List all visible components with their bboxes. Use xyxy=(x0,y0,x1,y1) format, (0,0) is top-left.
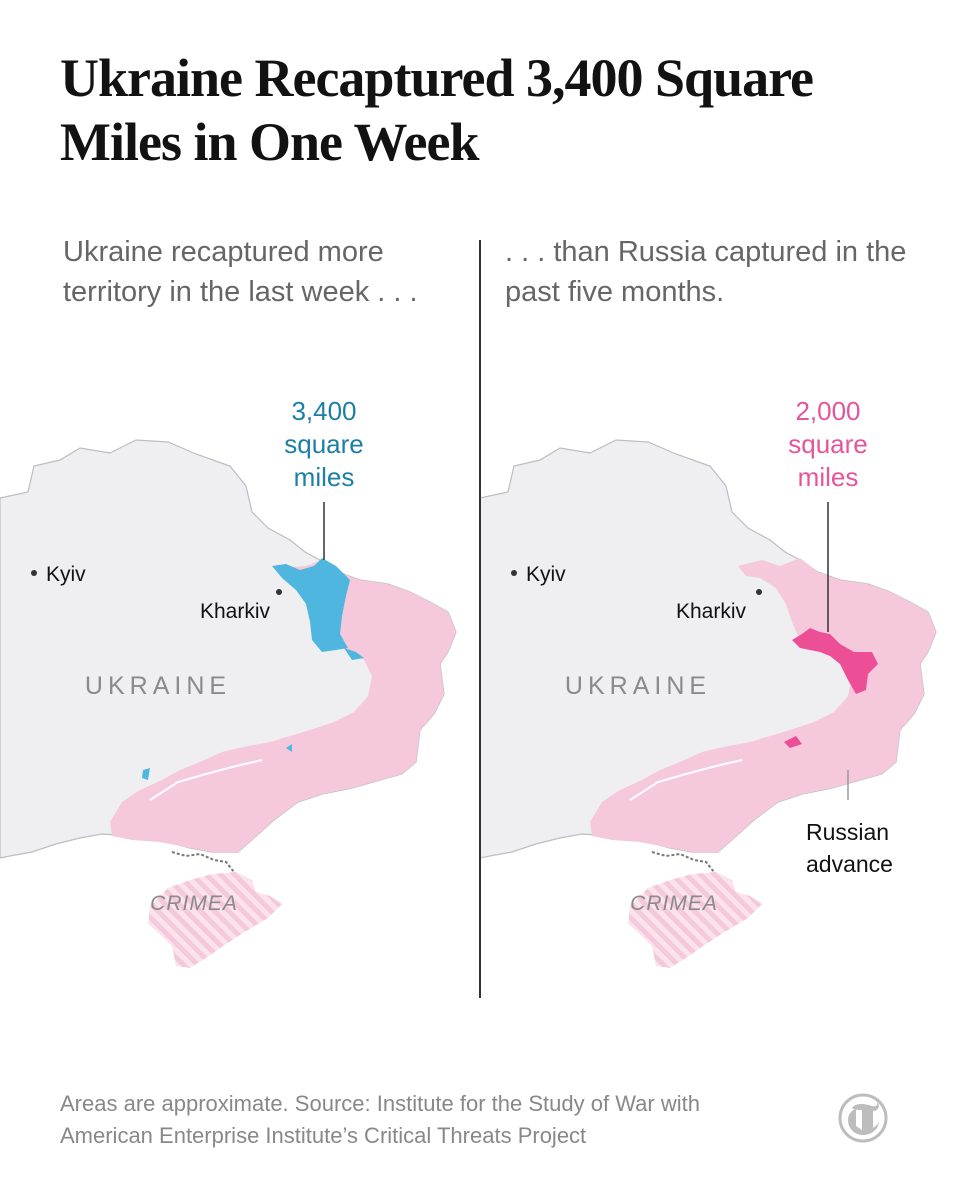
right-map xyxy=(481,439,937,969)
russian-advance-label-line-1: Russian xyxy=(806,819,889,845)
right-callout-line-1: 2,000 xyxy=(795,396,860,426)
kharkiv-dot-icon xyxy=(276,589,282,595)
panel-divider xyxy=(479,240,481,998)
left-callout-line-2: square xyxy=(284,429,364,459)
recaptured-area-small xyxy=(344,648,364,660)
russian-advance-area xyxy=(792,628,878,694)
kharkiv-dot-icon xyxy=(756,589,762,595)
source-disclaimer: Areas are approximate. xyxy=(60,1091,289,1116)
maps-container: 3,400 square miles Kyiv Kharkiv UKRAINE … xyxy=(0,396,937,969)
right-panel-subtitle: . . . than Russia captured in the past f… xyxy=(505,236,907,308)
left-kyiv-label: Kyiv xyxy=(46,563,86,586)
russian-advance-area-south xyxy=(784,736,802,748)
left-ukraine-label: UKRAINE xyxy=(85,672,231,700)
page-title: Ukraine Recaptured 3,400 Square Miles in… xyxy=(60,48,814,172)
nyt-logo-icon xyxy=(838,1093,888,1143)
source-note: Areas are approximate. Source: Institute… xyxy=(60,1088,780,1152)
right-ukraine-label: UKRAINE xyxy=(565,672,711,700)
left-callout-line-1: 3,400 xyxy=(291,396,356,426)
right-callout-line-2: square xyxy=(788,429,868,459)
recaptured-area xyxy=(272,558,350,652)
left-kharkiv-label: Kharkiv xyxy=(200,600,271,623)
kyiv-dot-icon xyxy=(31,570,37,576)
right-kyiv-label: Kyiv xyxy=(526,563,566,586)
right-kharkiv-label: Kharkiv xyxy=(676,600,747,623)
recaptured-area-south xyxy=(142,768,150,780)
right-crimea-label: CRIMEA xyxy=(630,892,718,915)
recaptured-area-south-2 xyxy=(286,744,292,752)
right-callout-line-3: miles xyxy=(798,462,859,492)
left-crimea-label: CRIMEA xyxy=(150,892,238,915)
left-panel-subtitle: Ukraine recaptured more territory in the… xyxy=(63,236,418,308)
kyiv-dot-icon xyxy=(511,570,517,576)
source-text: Source: Institute for the Study of War w… xyxy=(60,1091,700,1148)
russian-advance-label-line-2: advance xyxy=(806,851,893,877)
left-callout-line-3: miles xyxy=(294,462,355,492)
left-map xyxy=(0,439,457,969)
